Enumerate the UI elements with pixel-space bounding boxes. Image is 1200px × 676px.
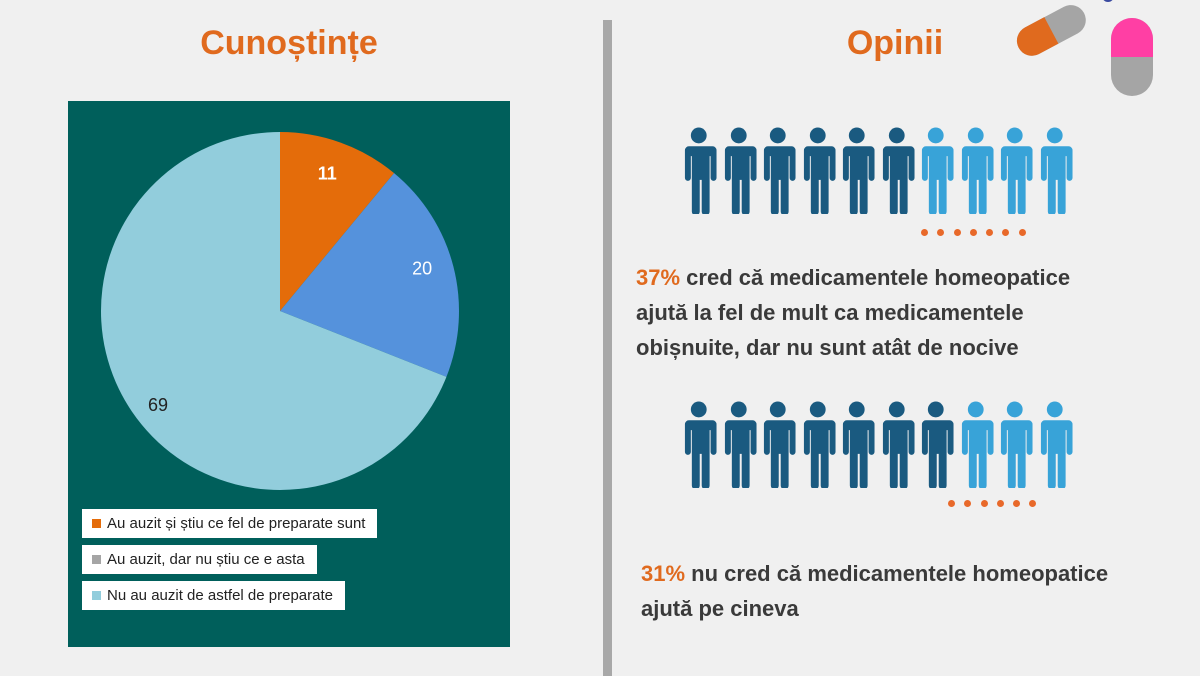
legend-item: Nu au auzit de astfel de preparate xyxy=(82,581,345,610)
person-icon xyxy=(1040,401,1073,488)
person-icon xyxy=(684,127,717,214)
legend-item: Au auzit și știu ce fel de preparate sun… xyxy=(82,509,378,538)
dot xyxy=(1029,500,1037,507)
legend-label: Au auzit și știu ce fel de preparate sun… xyxy=(107,515,366,532)
opinion-1-line3: obișnuite, dar nu sunt atât de nocive xyxy=(636,335,1019,360)
person-icon xyxy=(684,401,717,488)
person-icon xyxy=(803,127,836,214)
legend-label: Nu au auzit de astfel de preparate xyxy=(107,587,333,604)
person-icon xyxy=(763,401,796,488)
legend-label: Au auzit, dar nu știu ce e asta xyxy=(107,551,305,568)
section-title-opinions: Opinii xyxy=(846,24,944,62)
person-icon xyxy=(921,127,954,214)
dot xyxy=(953,229,961,236)
opinion-2-line2: ajută pe cineva xyxy=(641,596,799,621)
dot xyxy=(948,500,955,507)
dot xyxy=(964,500,972,507)
section-title-knowledge: Cunoștințe xyxy=(200,24,378,62)
dot xyxy=(969,229,977,236)
legend-swatch xyxy=(92,555,101,564)
pills-illustration xyxy=(1016,0,1153,96)
person-icon xyxy=(921,401,954,488)
person-icon xyxy=(882,127,915,214)
pie-slice xyxy=(280,132,395,311)
person-icon xyxy=(842,127,875,214)
pie-chart: 11 20 69 xyxy=(101,132,459,490)
pie-slice xyxy=(101,132,447,490)
dots-row-opinion-2 xyxy=(948,500,1046,507)
opinion-2-text: 31% nu cred că medicamentele homeopatice… xyxy=(641,556,1161,626)
opinion-1-line2: ajută la fel de mult ca medicamentele xyxy=(636,300,1024,325)
pie-data-label: 11 xyxy=(318,164,337,184)
opinion-1-text: 37% cred că medicamentele homeopatice aj… xyxy=(636,260,1156,365)
person-icon xyxy=(724,127,757,214)
legend-swatch xyxy=(92,519,101,528)
person-icon xyxy=(763,127,796,214)
chart-legend: Au auzit și știu ce fel de preparate sun… xyxy=(82,509,378,617)
dot xyxy=(937,229,945,236)
opinion-2-percent: 31% xyxy=(641,561,686,586)
legend-swatch xyxy=(92,591,101,600)
dot xyxy=(1018,229,1026,236)
person-icon xyxy=(961,401,994,488)
person-icon xyxy=(842,401,875,488)
dot xyxy=(1013,500,1021,507)
opinion-1-line1: cred că medicamentele homeopatice xyxy=(680,265,1071,290)
person-icon xyxy=(1040,127,1073,214)
person-icon xyxy=(961,127,994,214)
dots-row-opinion-1 xyxy=(921,229,1035,236)
person-icon xyxy=(1000,127,1033,214)
legend-item: Au auzit, dar nu știu ce e asta xyxy=(82,545,317,574)
pie-data-label: 69 xyxy=(148,395,168,415)
people-row-opinion-1 xyxy=(679,126,1074,214)
pie-data-label: 20 xyxy=(412,258,432,278)
opinion-1-percent: 37% xyxy=(636,265,681,290)
people-row-opinion-2 xyxy=(679,400,1074,488)
person-icon xyxy=(882,401,915,488)
person-icon xyxy=(1000,401,1033,488)
dot xyxy=(921,229,928,236)
dot xyxy=(1002,229,1010,236)
dot xyxy=(986,229,994,236)
opinion-2-line1: nu cred că medicamentele homeopatice xyxy=(685,561,1109,586)
pie-slice xyxy=(280,173,459,377)
dot xyxy=(996,500,1004,507)
person-icon xyxy=(724,401,757,488)
section-divider xyxy=(603,20,612,676)
person-icon xyxy=(803,401,836,488)
dot xyxy=(980,500,988,507)
pie-chart-panel: 11 20 69 Au auzit și știu ce fel de prepar… xyxy=(68,101,510,647)
